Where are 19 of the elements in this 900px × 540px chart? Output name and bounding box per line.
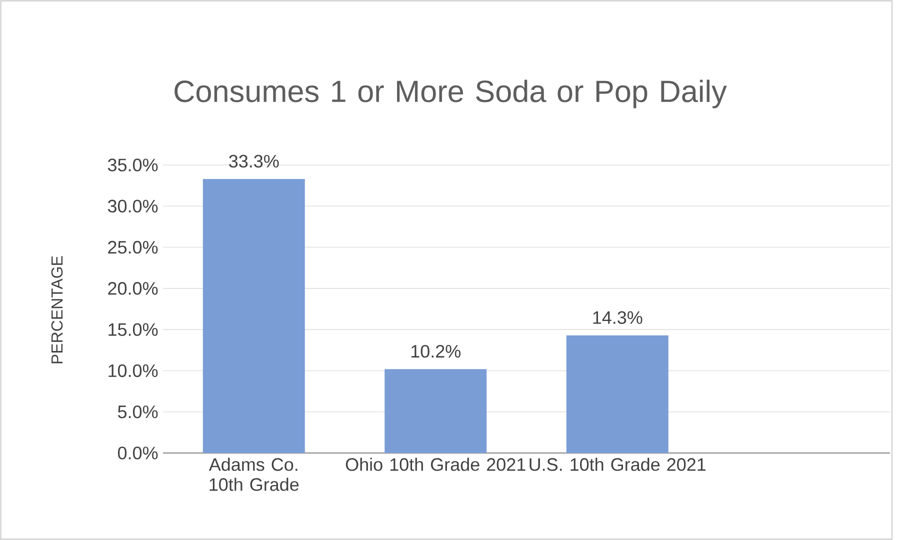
bar <box>202 178 305 453</box>
y-tick-label: 15.0% <box>108 323 158 336</box>
x-tick-label: Adams Co. 10th Grade <box>208 458 299 491</box>
data-label: 14.3% <box>593 311 642 324</box>
y-tick-label: 5.0% <box>118 405 158 418</box>
data-label: 33.3% <box>229 154 279 168</box>
y-tick-label: 20.0% <box>108 282 158 295</box>
bar <box>384 369 487 453</box>
y-tick-label: 30.0% <box>108 200 158 213</box>
data-label: 10.2% <box>411 344 461 358</box>
y-axis-title: PERCENTAGE <box>51 256 63 364</box>
bar <box>566 335 668 453</box>
x-tick-label: Ohio 10th Grade 2021 <box>346 458 526 471</box>
y-tick-label: 35.0% <box>108 158 158 172</box>
y-tick-label: 0.0% <box>118 446 158 460</box>
chart-title: Consumes 1 or More Soda or Pop Daily <box>174 80 727 108</box>
y-tick-label: 10.0% <box>108 364 158 378</box>
x-tick-label: U.S. 10th Grade 2021 <box>530 458 706 471</box>
y-tick-label: 25.0% <box>108 240 158 254</box>
